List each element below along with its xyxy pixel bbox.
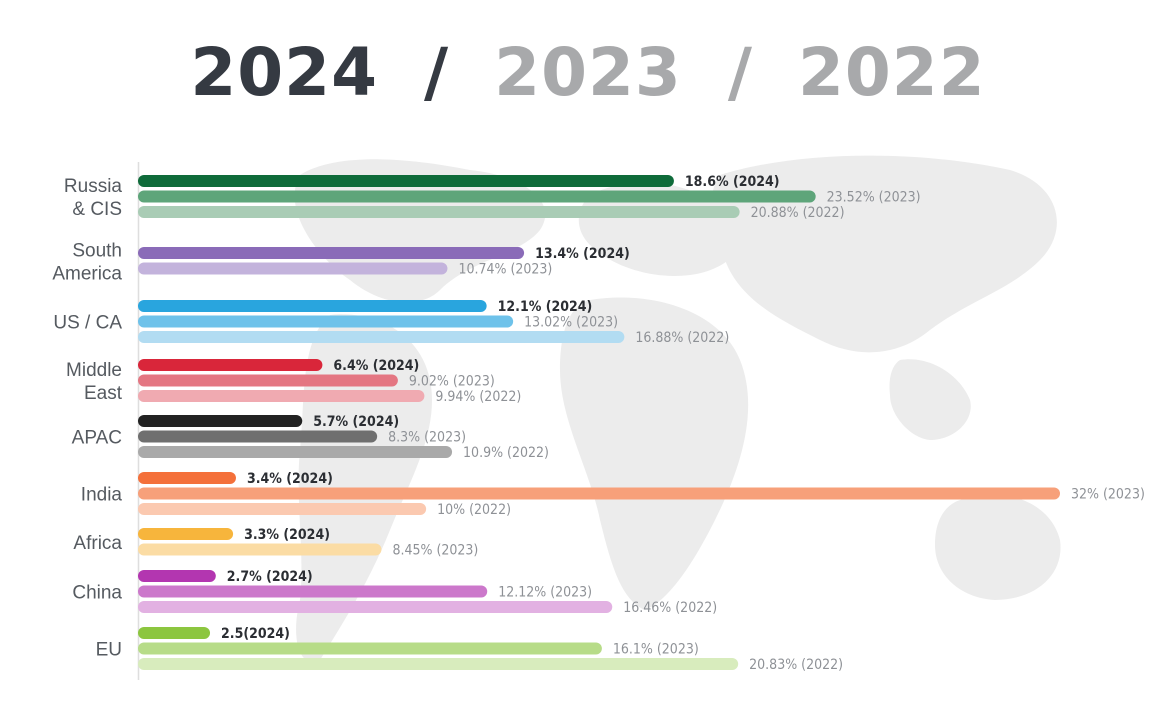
bar-eu-2022 — [138, 658, 739, 670]
data-label-africa-2023: 8.45% (2023) — [392, 543, 478, 559]
bar-south-america-2023 — [138, 262, 448, 275]
category-label-russia-cis: Russia & CIS — [64, 176, 123, 220]
data-label-middle-east-2024: 6.4% (2024) — [333, 358, 419, 374]
bar-eu-2023 — [138, 642, 602, 655]
data-label-china-2022: 16.46% (2022) — [623, 600, 717, 616]
data-label-apac-2023: 8.3% (2023) — [388, 430, 466, 446]
data-label-eu-2022: 20.83% (2022) — [749, 657, 843, 673]
data-label-russia-cis-2024: 18.6% (2024) — [685, 174, 780, 190]
category-label-africa: Africa — [73, 533, 122, 554]
bar-china-2023 — [138, 585, 488, 598]
data-label-us-ca-2024: 12.1% (2024) — [498, 299, 593, 315]
data-label-india-2024: 3.4% (2024) — [247, 471, 333, 487]
data-label-russia-cis-2023: 23.52% (2023) — [827, 190, 921, 206]
bar-south-america-2024 — [138, 247, 525, 259]
data-label-apac-2022: 10.9% (2022) — [463, 445, 549, 461]
data-label-russia-cis-2022: 20.88% (2022) — [751, 205, 845, 221]
bar-middle-east-2022 — [138, 390, 425, 402]
category-label-china: China — [72, 583, 122, 604]
data-label-eu-2023: 16.1% (2023) — [613, 642, 699, 658]
year-2024-tab[interactable]: 2024 — [190, 34, 379, 111]
bar-us-ca-2024 — [138, 300, 487, 312]
bar-russia-cis-2022 — [138, 206, 740, 218]
data-label-middle-east-2022: 9.94% (2022) — [435, 389, 521, 405]
data-label-eu-2024: 2.5(2024) — [221, 626, 290, 642]
data-label-china-2024: 2.7% (2024) — [227, 569, 313, 585]
year-2023-tab[interactable]: 2023 — [494, 34, 682, 111]
category-label-south-america: South America — [52, 240, 122, 284]
year-separator: / — [424, 34, 449, 111]
bars — [138, 175, 1060, 670]
data-label-us-ca-2023: 13.02% (2023) — [524, 315, 618, 331]
bar-us-ca-2023 — [138, 315, 514, 328]
data-label-africa-2024: 3.3% (2024) — [244, 527, 330, 543]
data-label-south-america-2023: 10.74% (2023) — [458, 262, 552, 278]
bar-china-2024 — [138, 570, 216, 582]
category-label-apac: APAC — [72, 428, 122, 449]
data-label-china-2023: 12.12% (2023) — [498, 585, 592, 601]
bar-apac-2022 — [138, 446, 453, 458]
data-label-us-ca-2022: 16.88% (2022) — [635, 330, 729, 346]
data-label-india-2022: 10% (2022) — [437, 502, 511, 518]
data-label-apac-2024: 5.7% (2024) — [313, 414, 399, 430]
bar-eu-2024 — [138, 627, 211, 639]
bar-middle-east-2023 — [138, 374, 398, 387]
bar-india-2023 — [138, 487, 1060, 500]
category-label-middle-east: Middle East — [66, 360, 123, 404]
data-labels: 18.6% (2024) 23.52% (2023)20.88% (2022) 13… — [221, 174, 1145, 673]
bar-middle-east-2024 — [138, 359, 323, 371]
bar-apac-2024 — [138, 415, 303, 427]
bar-africa-2024 — [138, 528, 234, 540]
category-label-us-ca: US / CA — [53, 313, 122, 334]
bar-china-2022 — [138, 601, 613, 613]
data-label-south-america-2024: 13.4% (2024) — [535, 246, 630, 262]
data-label-india-2023: 32% (2023) — [1071, 487, 1145, 503]
category-label-eu: EU — [96, 640, 122, 661]
year-2022-tab[interactable]: 2022 — [797, 34, 986, 111]
bar-russia-cis-2023 — [138, 190, 816, 203]
bar-india-2024 — [138, 472, 236, 484]
category-label-india: India — [81, 485, 123, 506]
bar-africa-2023 — [138, 543, 382, 556]
bar-india-2022 — [138, 503, 427, 515]
bar-apac-2023 — [138, 430, 378, 443]
year-selector: 2024 / 2023 / 2022 — [0, 28, 1176, 118]
bar-us-ca-2022 — [138, 331, 625, 343]
data-label-middle-east-2023: 9.02% (2023) — [409, 374, 495, 390]
bar-russia-cis-2024 — [138, 175, 674, 187]
category-labels: Russia & CIS South America US / CA Middle East… — [52, 176, 122, 661]
year-separator: / — [727, 34, 752, 111]
